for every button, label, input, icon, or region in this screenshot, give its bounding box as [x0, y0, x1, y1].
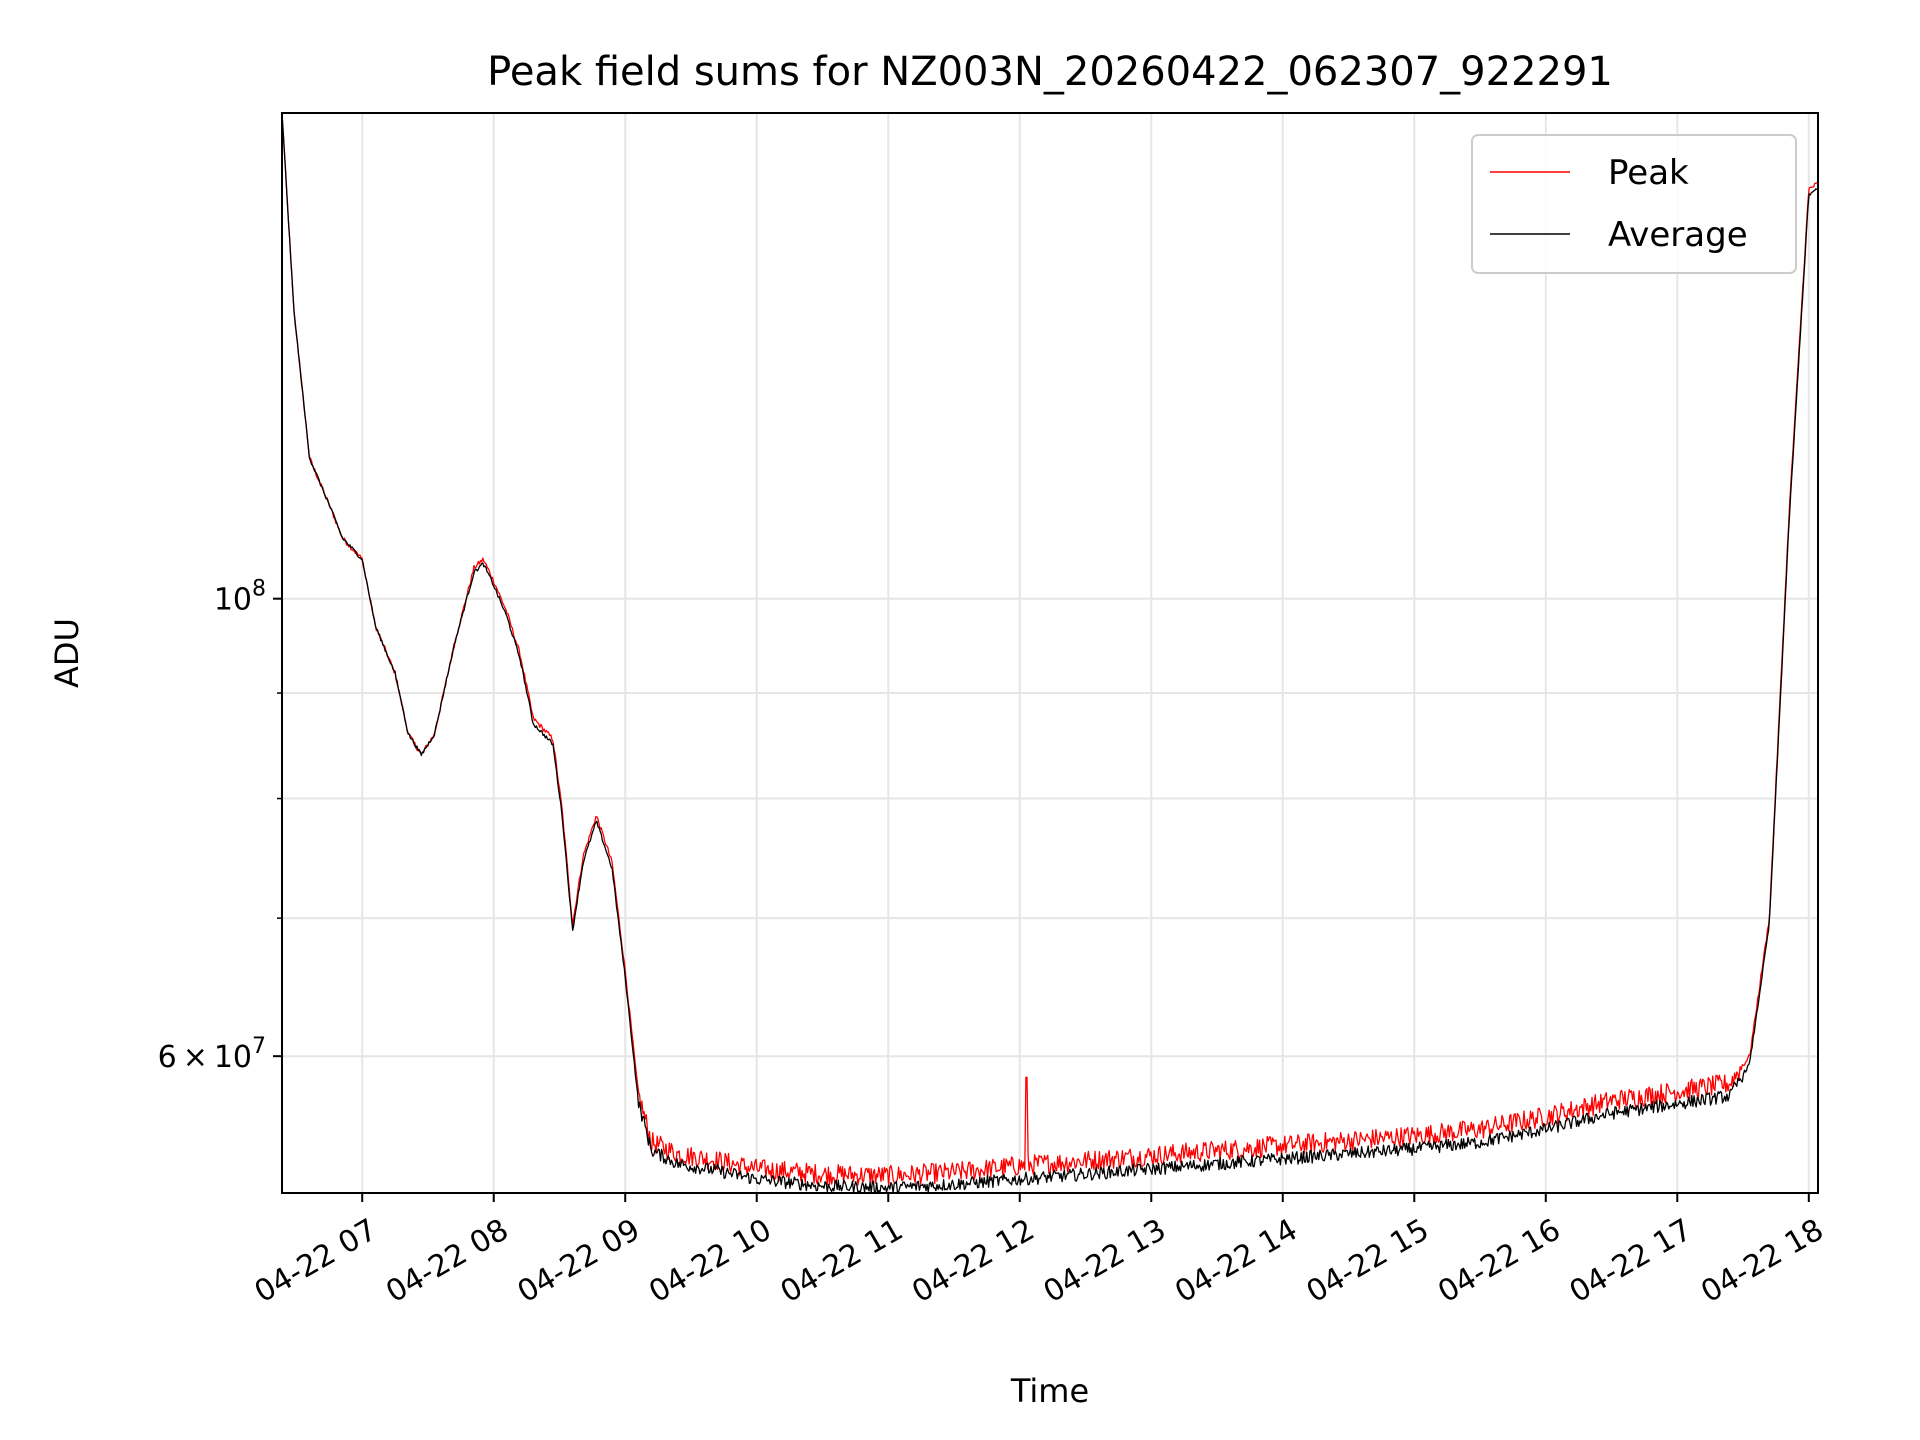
series-lines — [281, 112, 1819, 1194]
y-tick-label: 108 — [214, 577, 266, 618]
legend-box — [1471, 134, 1797, 274]
legend: Peak Average — [1471, 134, 1797, 274]
chart-title: Peak field sums for NZ003N_20260422_0623… — [487, 49, 1613, 95]
series-line-average — [281, 113, 1819, 1194]
y-tick-label: 6 × 107 — [158, 1034, 266, 1075]
plot-frame — [281, 112, 1819, 1194]
x-axis-label: Time — [1010, 1372, 1089, 1410]
grid-lines — [282, 113, 1818, 1193]
y-axis-label: ADU — [48, 618, 86, 688]
legend-label-peak: Peak — [1608, 153, 1689, 193]
legend-label-average: Average — [1608, 215, 1748, 255]
